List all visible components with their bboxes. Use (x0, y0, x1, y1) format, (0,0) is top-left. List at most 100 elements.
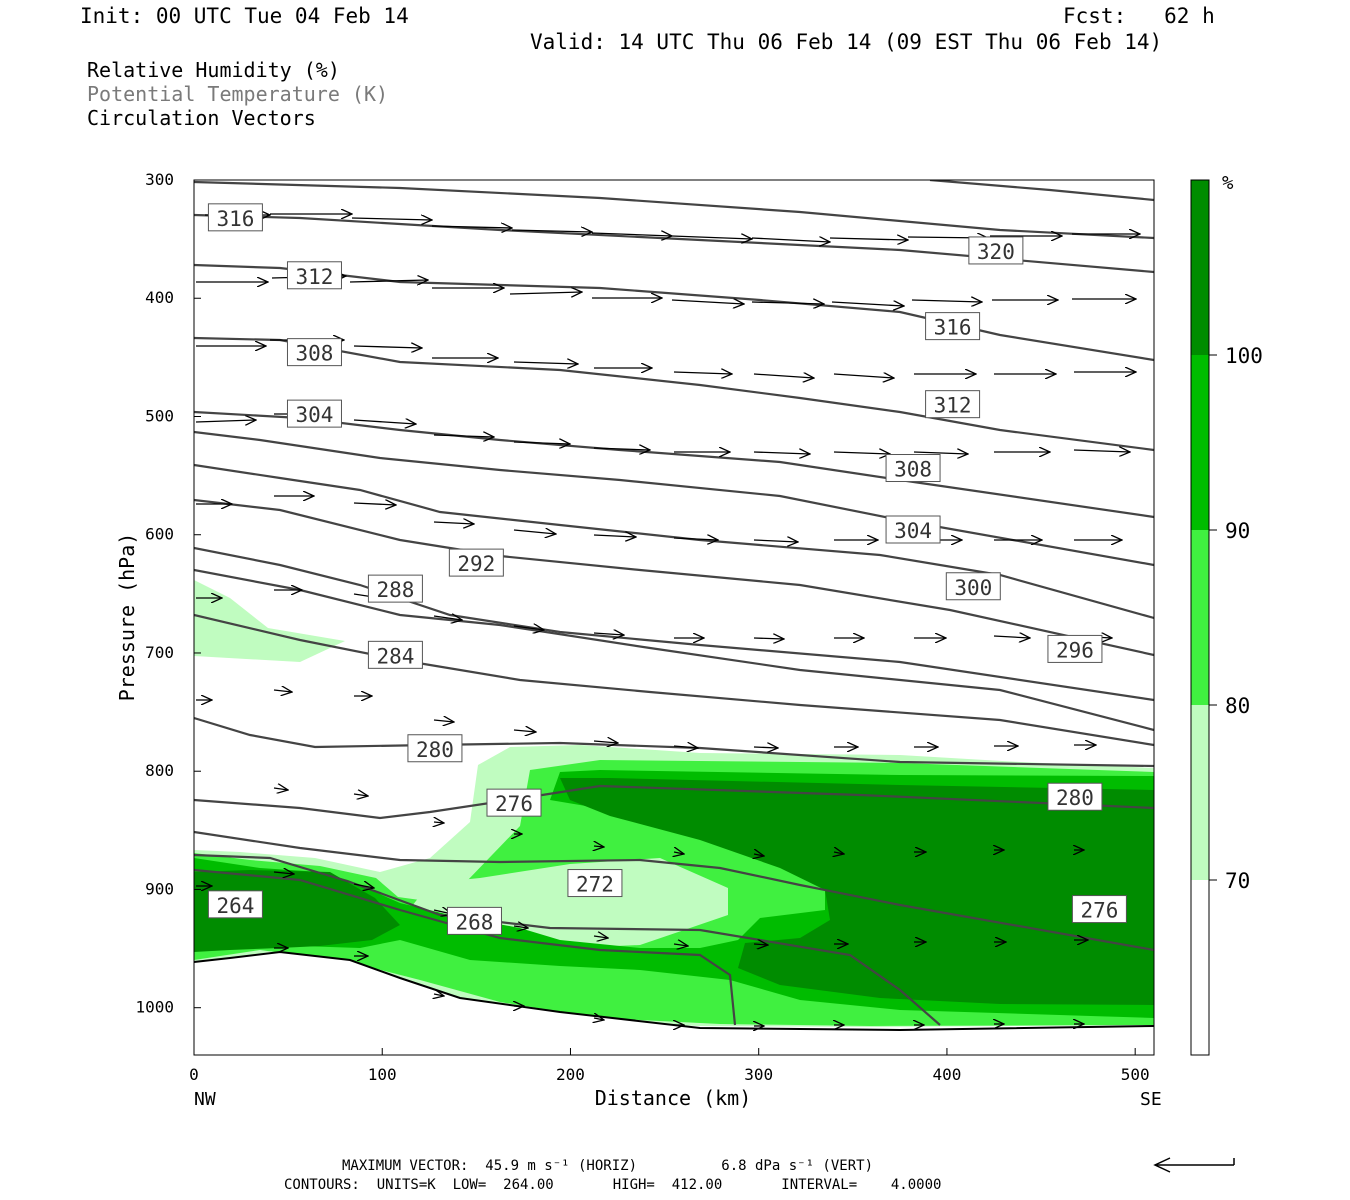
contour-label-box (945, 572, 1001, 601)
forecast-hour: Fcst: 62 h (1063, 4, 1215, 28)
valid-time: Valid: 14 UTC Thu 06 Feb 14 (09 EST Thu … (530, 30, 1163, 54)
contour-label: 276 (486, 788, 542, 817)
contour-label: 312 (286, 261, 342, 290)
contour-label-box (367, 640, 423, 669)
y-tick-label: 300 (145, 170, 174, 189)
theta-contour (194, 430, 1154, 567)
contour-labels: 316 312 308 304 320 316 312 308 304 292 288 300 284 2… (207, 203, 1127, 935)
y-tick-label: 700 (145, 643, 174, 662)
contour-label: 292 (448, 548, 504, 577)
colorbar-swatch (1191, 355, 1209, 530)
contour-label: 300 (945, 572, 1001, 601)
contour-label-text: 320 (977, 240, 1015, 264)
contour-label-text: 280 (416, 738, 454, 762)
colorbar: 70 80 90 100 (1190, 179, 1263, 1056)
contour-label-text: 316 (216, 207, 254, 231)
theta-contour (194, 568, 1154, 732)
contour-label-box (446, 906, 502, 935)
contour-label: 316 (925, 312, 981, 341)
contour-label-text: 292 (457, 552, 495, 576)
contour-label-text: 304 (296, 403, 334, 427)
contour-label-text: 284 (376, 644, 414, 668)
legend-circulation-vectors: Circulation Vectors (87, 106, 316, 130)
contour-label-box (286, 261, 342, 290)
theta-contour (929, 180, 1154, 202)
contour-label-text: 280 (1056, 786, 1094, 810)
contour-label: 288 (367, 574, 423, 603)
theta-contour (194, 498, 1154, 657)
colorbar-level-label: 70 (1225, 869, 1250, 893)
contour-label: 312 (925, 390, 981, 419)
x-tick-label: 200 (556, 1065, 585, 1084)
x-tick-label: 100 (368, 1065, 397, 1084)
contour-label-box (885, 454, 941, 483)
theta-contour (194, 180, 1154, 240)
x-tick-label: 300 (744, 1065, 773, 1084)
rh-100-area (560, 778, 1154, 1005)
x-tick-label: 500 (1121, 1065, 1150, 1084)
contour-label: 272 (567, 869, 623, 898)
contour-label-box (207, 890, 263, 919)
theta-contour (194, 830, 1154, 952)
theta-contour (194, 463, 1154, 620)
theta-contour (194, 546, 1154, 702)
contour-label-box (968, 236, 1024, 265)
contour-label-box (567, 869, 623, 898)
colorbar-level-label: 100 (1225, 344, 1263, 368)
contour-label: 284 (367, 640, 423, 669)
y-tick-label: 900 (145, 879, 174, 898)
contour-label-box (486, 788, 542, 817)
contour-label-box (407, 734, 463, 763)
se-endpoint-label: SE (1140, 1089, 1162, 1110)
theta-contour (194, 410, 1154, 519)
y-tick-label: 400 (145, 288, 174, 307)
contour-label-text: 276 (1080, 899, 1118, 923)
humidity-fill (194, 580, 1154, 1055)
theta-contour (194, 868, 737, 1026)
contour-label: 316 (207, 203, 263, 232)
colorbar-swatch (1191, 880, 1209, 1055)
contour-label-box (367, 574, 423, 603)
contour-label: 268 (446, 906, 502, 935)
contour-label-text: 312 (934, 394, 972, 418)
legend-potential-temperature: Potential Temperature (K) (87, 82, 389, 106)
contour-label-text: 300 (954, 576, 992, 600)
contour-label-text: 316 (934, 316, 972, 340)
contour-label-box (925, 312, 981, 341)
y-tick-label: 600 (145, 525, 174, 544)
contour-label: 304 (286, 399, 342, 428)
colorbar-swatch (1191, 180, 1209, 355)
terrain-line (193, 950, 1155, 1032)
contour-info: CONTOURS: UNITS=K LOW= 264.00 HIGH= 412.… (284, 1177, 942, 1193)
contour-label-text: 304 (894, 519, 932, 543)
colorbar-swatch (1191, 530, 1209, 705)
contour-label-box (1047, 634, 1103, 663)
x-tick-label: 0 (189, 1065, 199, 1084)
contour-label: 276 (1071, 895, 1127, 924)
contour-label: 280 (1047, 782, 1103, 811)
colorbar-level-label: 90 (1225, 519, 1250, 543)
y-tick-label: 500 (145, 406, 174, 425)
y-axis: 300 400 500 600 700 800 900 1000 (135, 170, 201, 1017)
x-axis: 0 100 200 300 400 500 (189, 1048, 1150, 1084)
contour-label-text: 276 (495, 792, 533, 816)
contour-label: 320 (968, 236, 1024, 265)
contour-label-box (448, 548, 504, 577)
contour-label: 280 (407, 734, 463, 763)
contour-label-text: 264 (216, 894, 254, 918)
contour-label: 264 (207, 890, 263, 919)
contour-label-box (925, 390, 981, 419)
theta-contour (194, 784, 1154, 820)
contour-label: 304 (885, 515, 941, 544)
contour-label-box (286, 338, 342, 367)
contour-label-box (286, 399, 342, 428)
x-axis-label: Distance (km) (595, 1086, 752, 1110)
colorbar-swatch (1191, 705, 1209, 880)
y-axis-label: Pressure (hPa) (115, 533, 139, 702)
contour-label-text: 288 (376, 578, 414, 602)
reference-vector-arrow (1153, 1157, 1235, 1173)
contour-label-text: 268 (456, 910, 494, 934)
theta-contour (194, 213, 1154, 274)
legend-relative-humidity: Relative Humidity (%) (87, 58, 340, 82)
